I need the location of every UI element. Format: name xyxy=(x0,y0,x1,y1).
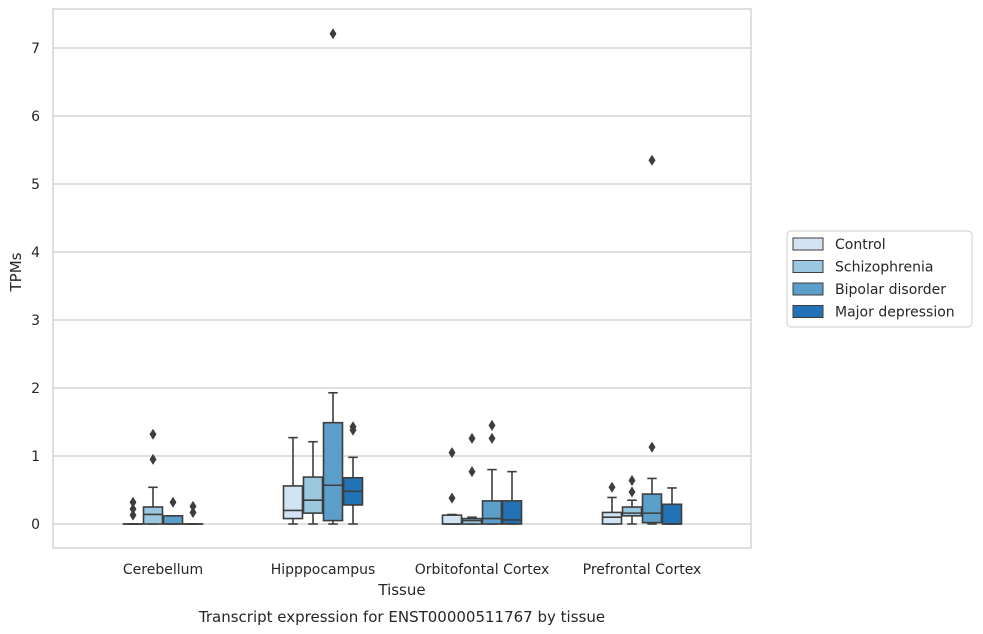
box-iqr xyxy=(601,511,623,525)
outlier-point xyxy=(448,492,456,504)
y-tick-label: 3 xyxy=(31,313,40,329)
outlier-point xyxy=(329,28,337,40)
box xyxy=(461,432,483,525)
box xyxy=(182,500,204,525)
x-tick-label: Hipppocampus xyxy=(271,562,376,578)
box-iqr xyxy=(142,506,164,525)
outlier-point xyxy=(189,500,197,512)
outlier-point xyxy=(628,486,636,498)
outlier-point xyxy=(349,421,357,433)
x-tick-labels: Cerebellum Hipppocampus Orbitofontal Corte… xyxy=(123,562,701,578)
outlier-point xyxy=(129,509,137,521)
y-axis-label: TPMs xyxy=(7,252,25,292)
outlier-point xyxy=(488,432,496,444)
box xyxy=(322,28,344,525)
box xyxy=(162,496,184,525)
box-iqr xyxy=(282,485,304,520)
outlier-point xyxy=(468,432,476,444)
outlier-point xyxy=(169,496,177,508)
box-iqr xyxy=(481,500,503,525)
y-tick-label: 6 xyxy=(31,109,40,125)
outlier-point xyxy=(648,441,656,453)
x-tick-label: Cerebellum xyxy=(123,562,203,578)
legend: Control Schizophrenia Bipolar disorder Majo… xyxy=(786,230,973,328)
box-iqr xyxy=(621,506,643,517)
legend-swatch xyxy=(792,282,824,296)
box-iqr xyxy=(661,503,683,525)
outlier-point xyxy=(448,447,456,459)
x-tick-label: Orbitofontal Cortex xyxy=(415,562,550,578)
plot-frame xyxy=(52,8,752,549)
box-iqr xyxy=(162,515,184,525)
y-tick-label: 1 xyxy=(31,449,40,465)
grid xyxy=(53,47,751,525)
legend-swatch xyxy=(792,305,824,318)
y-tick-label: 7 xyxy=(31,41,40,57)
outlier-point xyxy=(189,506,197,518)
y-tick-label: 2 xyxy=(31,381,40,397)
box-iqr xyxy=(302,476,324,514)
box xyxy=(302,440,324,525)
y-tick-labels: 0 1 2 3 4 5 6 7 xyxy=(31,41,40,533)
box xyxy=(501,470,523,525)
y-tick-label: 5 xyxy=(31,177,40,193)
box-iqr xyxy=(441,514,463,525)
box xyxy=(621,474,643,525)
outlier-point xyxy=(129,496,137,508)
box xyxy=(641,154,663,525)
x-tick-label: Prefrontal Cortex xyxy=(583,562,702,578)
box-iqr xyxy=(501,500,523,525)
box-plot-area xyxy=(122,28,683,525)
outlier-point xyxy=(129,503,137,515)
x-axis-label: Tissue xyxy=(377,581,425,599)
outlier-point xyxy=(149,453,157,465)
legend-label: Control xyxy=(835,237,886,253)
outlier-point xyxy=(648,154,656,166)
legend-label: Schizophrenia xyxy=(835,260,933,276)
y-tick-label: 0 xyxy=(31,517,40,533)
box xyxy=(661,487,683,525)
box xyxy=(601,481,623,525)
box xyxy=(122,496,144,525)
box xyxy=(441,447,463,525)
legend-frame xyxy=(786,230,973,328)
box xyxy=(142,428,164,525)
outlier-point xyxy=(488,419,496,431)
y-tick-label: 4 xyxy=(31,245,40,261)
figure-caption: Transcript expression for ENST0000051176… xyxy=(198,608,605,626)
outlier-point xyxy=(468,466,476,478)
legend-swatch xyxy=(792,237,824,251)
outlier-point xyxy=(608,481,616,493)
outlier-point xyxy=(628,474,636,486)
box xyxy=(342,421,364,525)
box-iqr xyxy=(641,493,663,524)
legend-swatch xyxy=(792,260,824,273)
box-iqr xyxy=(322,421,344,522)
box xyxy=(282,436,304,525)
outlier-point xyxy=(149,428,157,440)
legend-label: Major depression xyxy=(835,305,955,321)
legend-label: Bipolar disorder xyxy=(835,282,946,298)
box xyxy=(481,419,503,525)
